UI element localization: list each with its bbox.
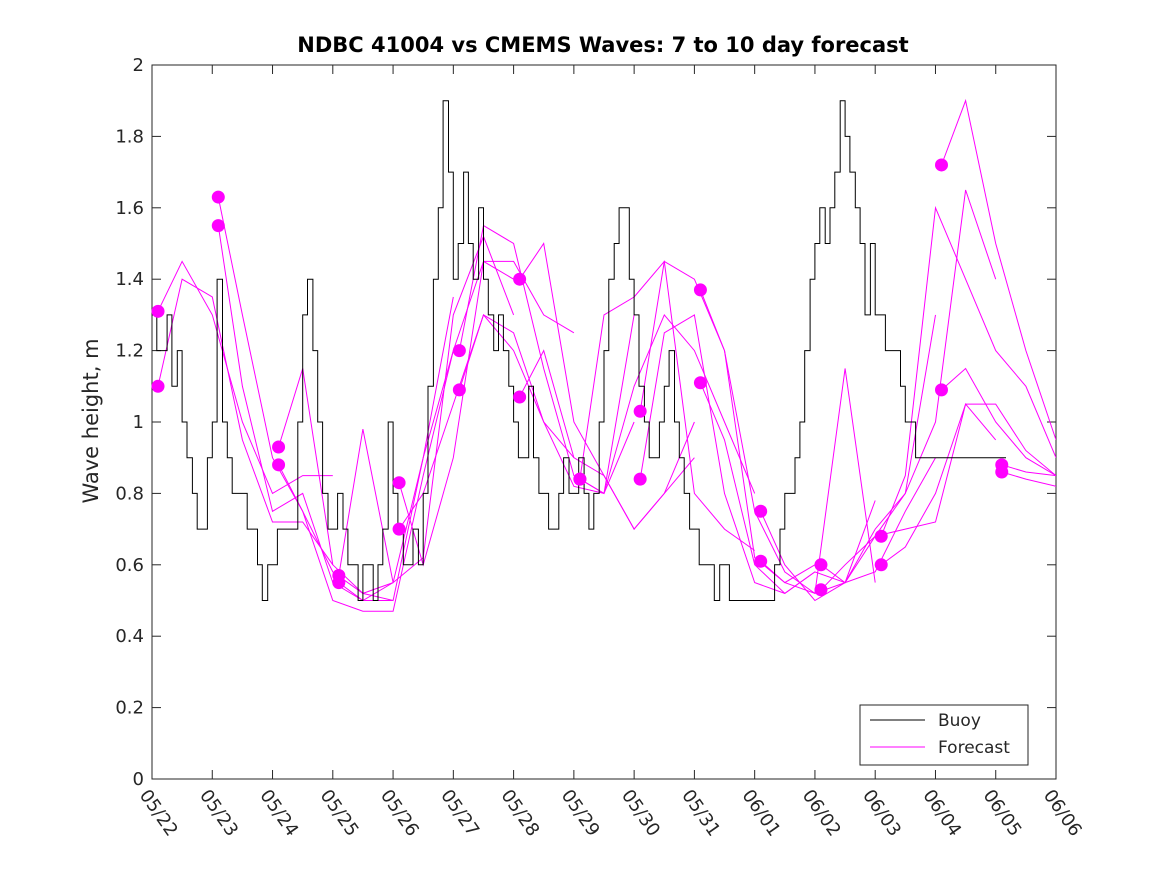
forecast-start-marker	[693, 283, 707, 297]
forecast-start-marker	[874, 558, 888, 572]
x-tick-label: 06/01	[738, 786, 785, 841]
forecast-line	[941, 98, 1056, 441]
y-tick-label: 2	[133, 55, 144, 76]
x-tick-label: 05/31	[677, 786, 724, 841]
legend-box	[859, 704, 1029, 766]
x-tick-label: 06/05	[979, 786, 1026, 841]
forecast-line	[579, 313, 756, 495]
forecast-start-marker	[392, 522, 406, 536]
y-tick-label: 1	[133, 412, 144, 433]
x-tick-label: 06/02	[798, 786, 845, 841]
y-axis-label: Wave height, m	[79, 338, 103, 503]
forecast-start-marker	[754, 504, 768, 518]
chart-title: NDBC 41004 vs CMEMS Waves: 7 to 10 day f…	[297, 33, 908, 57]
x-tick-label: 05/24	[255, 786, 302, 841]
x-tick-label: 05/22	[135, 786, 182, 841]
forecast-line	[941, 367, 1056, 477]
x-tick-label: 06/04	[918, 786, 965, 841]
x-tick-label: 06/03	[858, 786, 905, 841]
forecast-start-marker	[814, 583, 828, 597]
y-tick-label: 0.6	[115, 555, 144, 576]
forecast-start-marker	[754, 554, 768, 568]
x-tick-label: 05/29	[557, 786, 604, 841]
forecast-line	[699, 289, 876, 595]
forecast-line	[157, 260, 333, 495]
forecast-start-marker	[392, 476, 406, 490]
x-tick-label: 06/06	[1039, 786, 1086, 841]
forecast-start-marker	[693, 376, 707, 390]
forecast-line	[519, 349, 695, 530]
forecast-line	[880, 403, 1056, 566]
forecast-start-marker	[211, 190, 225, 204]
forecast-start-marker	[814, 558, 828, 572]
forecast-start-marker	[633, 472, 647, 486]
legend-forecast-label: Forecast	[938, 738, 1010, 758]
y-tick-label: 1.6	[115, 198, 144, 219]
forecast-start-marker	[513, 390, 527, 404]
forecast-start-marker	[452, 344, 466, 358]
forecast-start-marker	[633, 404, 647, 418]
y-tick-label: 0.2	[115, 698, 144, 719]
plot-area: 0 0.2 0.4 0.6 0.8 1 1.2 1.4 1.6 1.8 2 05/22 05/23 05/…	[115, 55, 1086, 840]
x-tick-label: 05/23	[195, 786, 242, 841]
forecast-start-marker	[272, 458, 286, 472]
forecast-start-marker	[874, 529, 888, 543]
forecast-start-marker	[934, 383, 948, 397]
x-tick-label: 05/28	[497, 786, 544, 841]
y-tick-label: 1.8	[115, 126, 144, 147]
forecast-line	[820, 189, 997, 584]
forecast-line	[1001, 471, 1056, 487]
forecast-line	[278, 350, 454, 612]
forecast-line	[880, 205, 1056, 537]
forecast-start-marker	[573, 472, 587, 486]
x-tick-label: 05/26	[376, 786, 423, 841]
forecast-start-marker	[452, 383, 466, 397]
forecast-start-marker	[272, 440, 286, 454]
forecast-start-marker	[995, 465, 1009, 479]
forecast-start-marker	[934, 158, 948, 172]
x-tick-label: 05/30	[617, 786, 664, 841]
x-tick-label: 05/25	[316, 786, 363, 841]
forecast-start-marker	[151, 304, 165, 318]
y-tick-label: 0	[133, 769, 144, 790]
forecast-line	[157, 278, 334, 566]
forecast-line	[1001, 464, 1056, 477]
x-tick-label: 05/27	[436, 786, 483, 841]
legend-buoy-label: Buoy	[938, 711, 981, 731]
forecast-start-marker	[332, 576, 346, 590]
y-tick-label: 1.2	[115, 341, 144, 362]
y-tick-label: 0.4	[115, 626, 144, 647]
forecast-start-marker	[151, 379, 165, 393]
legend: Buoy Forecast	[859, 704, 1029, 766]
buoy-line	[152, 100, 1006, 601]
y-tick-label: 0.8	[115, 483, 144, 504]
y-tick-label: 1.4	[115, 269, 144, 290]
forecast-start-marker	[211, 219, 225, 233]
forecast-start-marker	[513, 272, 527, 286]
